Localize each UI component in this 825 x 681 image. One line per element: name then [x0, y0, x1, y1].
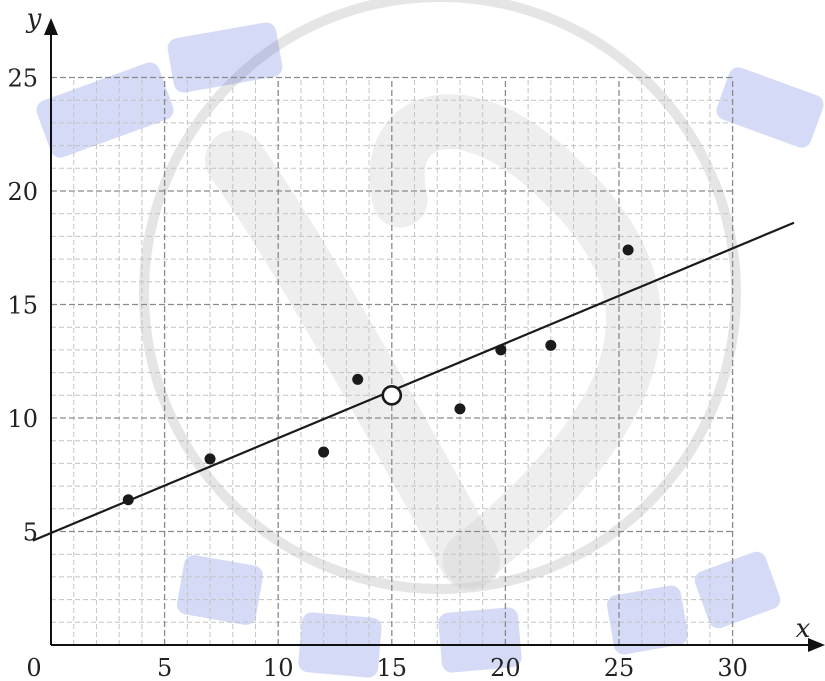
watermark-letter-1: [36, 62, 174, 158]
data-point: [622, 244, 634, 256]
watermark-letter-7: [606, 585, 689, 655]
data-point: [454, 403, 466, 415]
data-point: [495, 344, 507, 356]
watermark-ring: [139, 0, 741, 594]
x-tick-label: 25: [604, 654, 635, 681]
x-axis-label: x: [796, 614, 811, 644]
y-tick-label: 5: [23, 519, 38, 547]
watermark-letter-4: [176, 555, 264, 625]
x-tick-label: 5: [157, 654, 172, 681]
data-point: [122, 494, 134, 506]
watermark-letter-6: [438, 607, 522, 673]
x-axis-arrow-icon: [808, 638, 825, 652]
x-tick-label: 20: [490, 654, 521, 681]
regression-line: [32, 221, 795, 542]
data-point: [545, 339, 557, 351]
watermark-logo: [36, 0, 824, 678]
y-axis-arrow-icon: [44, 18, 58, 35]
watermark-stroke-left: [205, 130, 500, 590]
axes: [44, 18, 825, 652]
y-tick-label: 25: [7, 65, 38, 93]
watermark-stroke-right: [369, 94, 661, 588]
y-tick-label: 15: [7, 292, 38, 320]
watermark-letter-3: [716, 67, 824, 148]
x-tick-label: 15: [377, 654, 408, 681]
mean-point: [381, 384, 403, 406]
tick-labels: 5 10 15 20 25 30 5 10 15 20 25 0 x y: [7, 4, 810, 681]
data-point: [204, 453, 216, 465]
data-points: [122, 244, 634, 506]
data-point: [318, 446, 330, 458]
watermark-letter-2: [167, 22, 283, 93]
y-axis-label: y: [26, 4, 42, 34]
x-tick-label: 10: [263, 654, 294, 681]
x-tick-label: 30: [717, 654, 748, 681]
y-tick-label: 10: [7, 405, 38, 433]
origin-label: 0: [26, 654, 41, 681]
major-grid: [51, 76, 734, 645]
watermark-letter-8: [694, 551, 781, 629]
y-tick-label: 20: [7, 178, 38, 206]
data-point: [352, 373, 364, 385]
regression-line-group: [32, 221, 795, 542]
